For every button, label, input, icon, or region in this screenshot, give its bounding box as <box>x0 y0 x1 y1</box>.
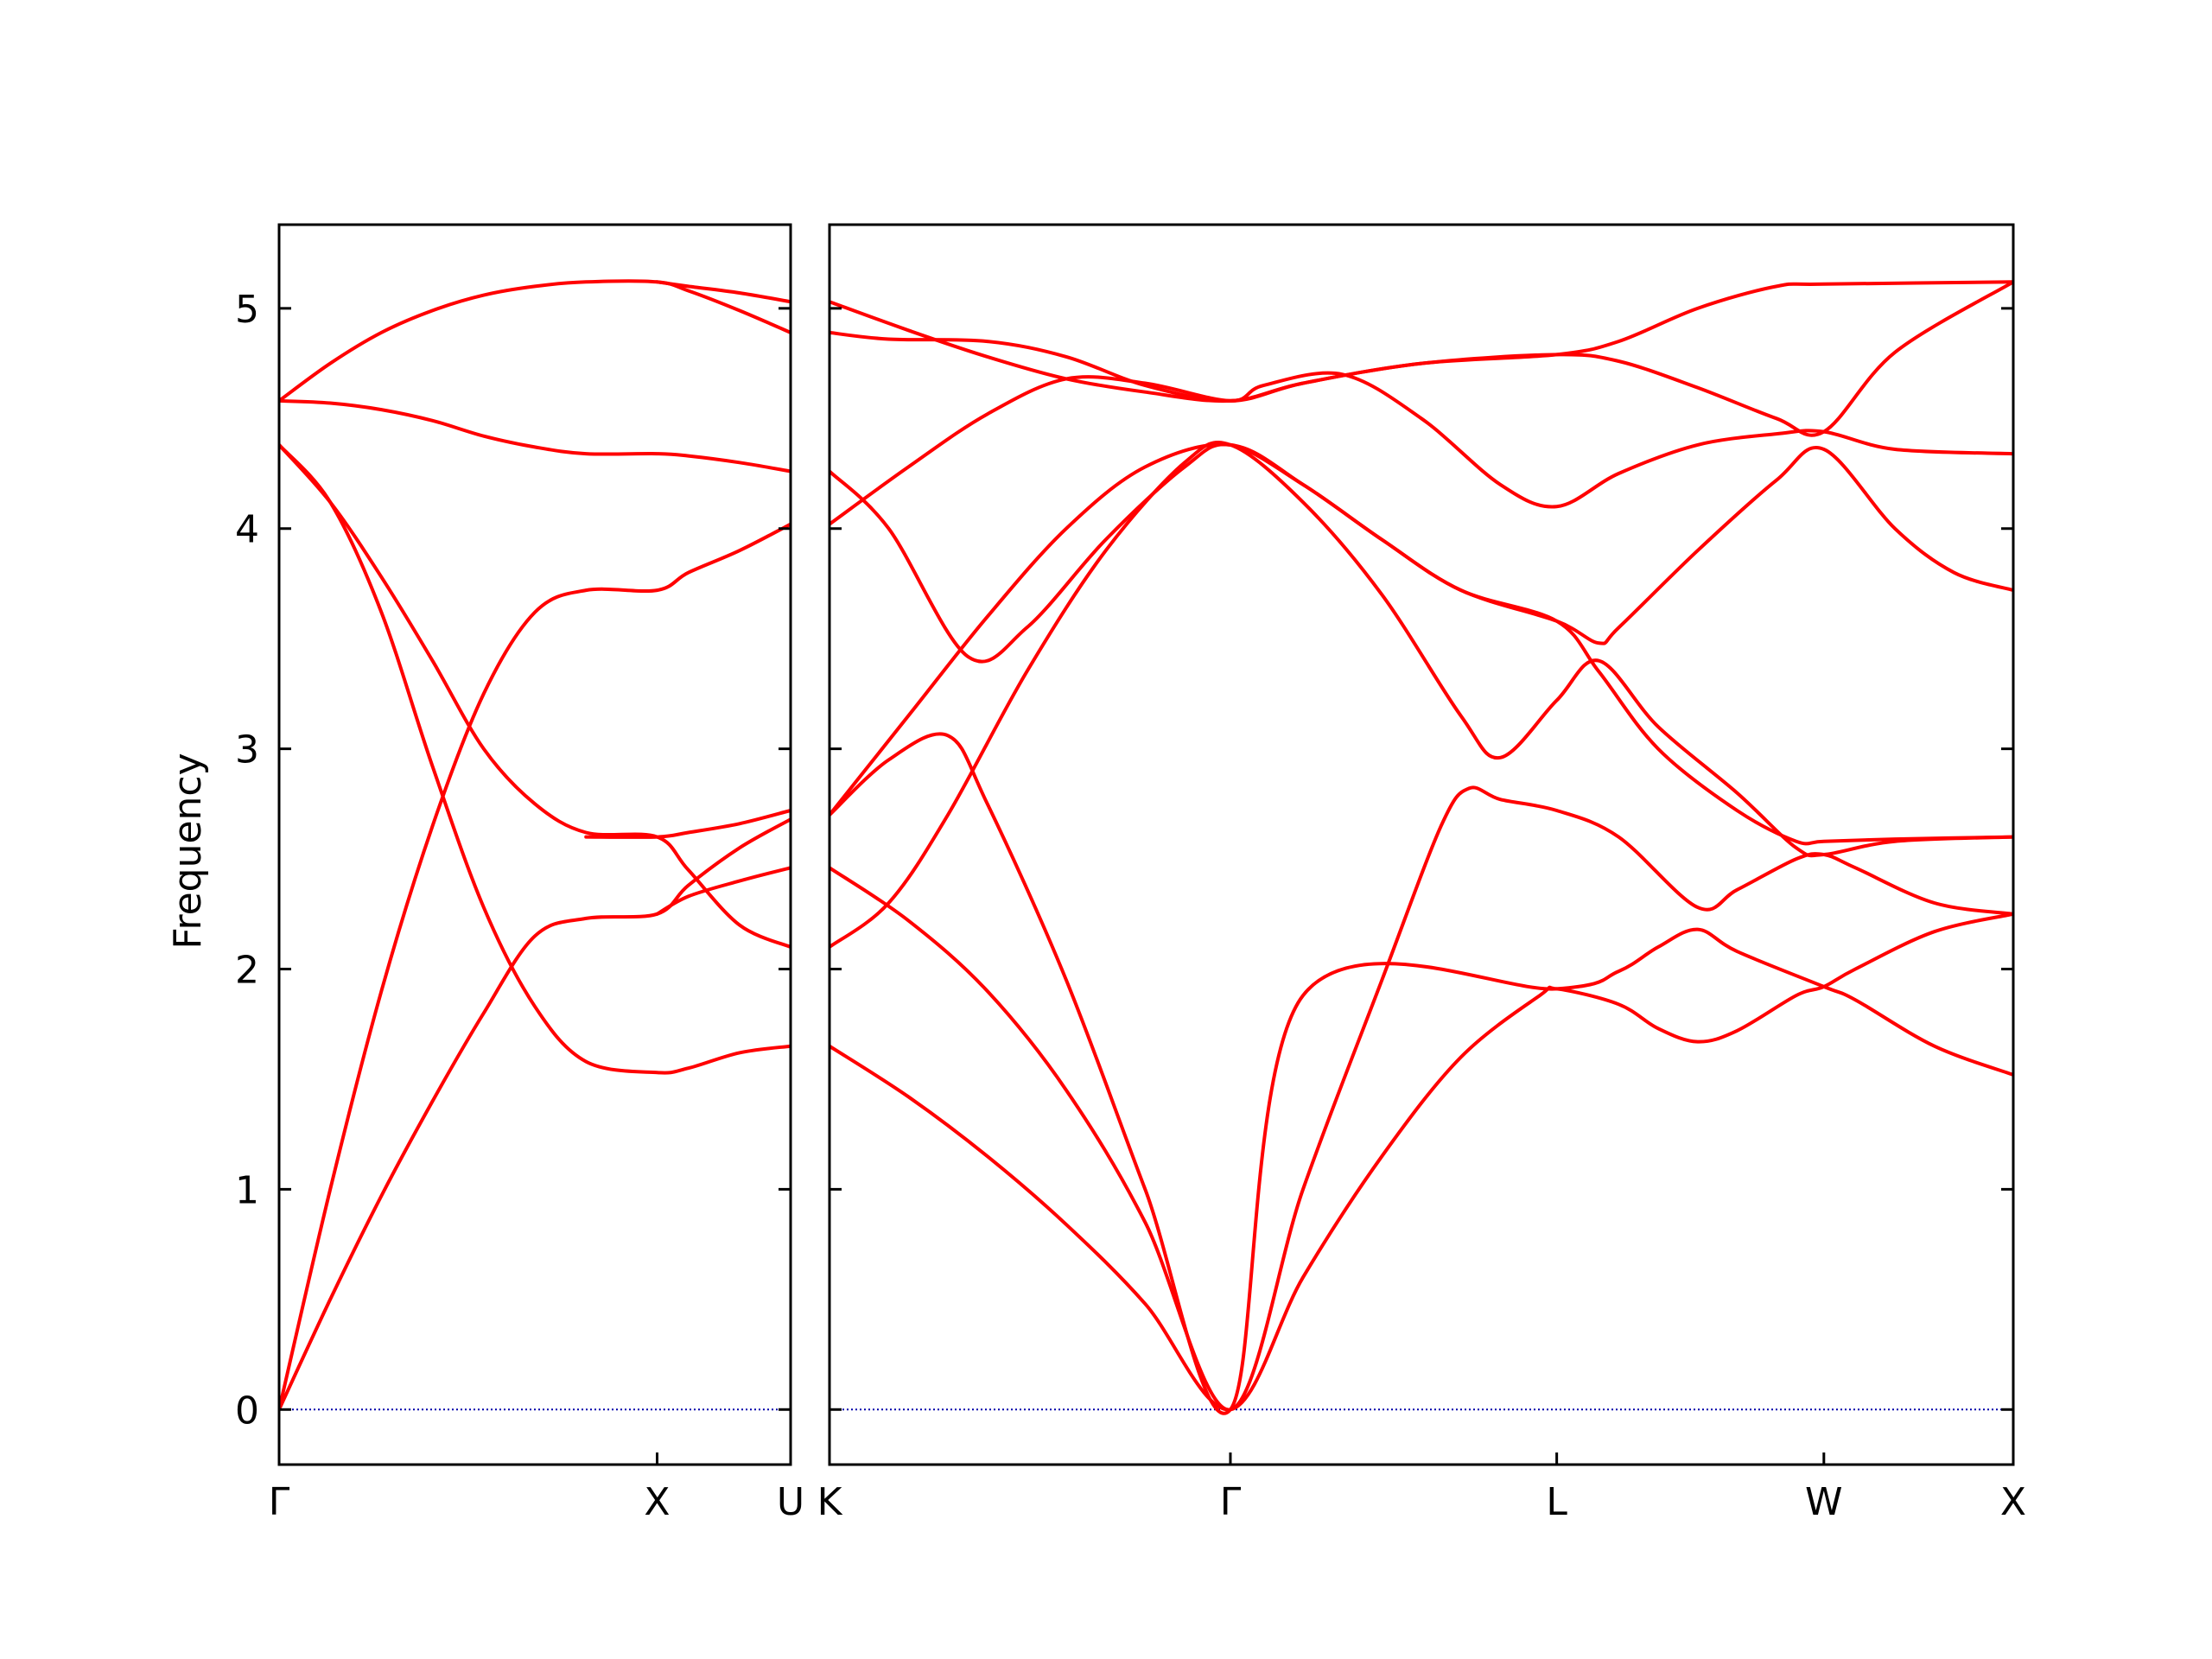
x-tick-label: X <box>2000 1480 2026 1524</box>
band-line-2 <box>830 785 2013 1412</box>
x-tick-label: K <box>817 1480 843 1524</box>
x-tick-label: X <box>644 1480 670 1524</box>
band-line-6 <box>279 279 791 403</box>
x-tick-label: W <box>1805 1480 1843 1524</box>
band-line-4 <box>279 442 791 949</box>
y-tick-label: 5 <box>235 288 259 332</box>
band-line-1 <box>830 912 2013 1412</box>
band-line-9 <box>830 280 2013 404</box>
band-line-5 <box>279 398 791 474</box>
band-line-7 <box>584 809 791 839</box>
y-tick-label: 4 <box>235 508 259 552</box>
band-line-5 <box>830 442 2013 817</box>
bands <box>830 280 2013 1415</box>
y-axis-label: Frequency <box>166 753 210 949</box>
x-tick-label: Γ <box>269 1480 290 1524</box>
band-line-8 <box>655 866 791 916</box>
y-tick-label: 1 <box>235 1168 259 1212</box>
y-axis: 0 1 2 3 4 5 <box>235 288 259 1433</box>
band-line-4 <box>830 441 2013 949</box>
axes-frame <box>828 223 2015 1466</box>
axes-frame <box>277 223 792 1466</box>
band-line-3 <box>279 442 791 1075</box>
band-line-6 <box>830 442 2013 846</box>
band-line-1 <box>279 817 791 1412</box>
bands <box>279 279 791 1412</box>
band-line-2 <box>279 522 791 1412</box>
band-line-7 <box>830 371 2013 526</box>
x-tick-label: L <box>1546 1480 1567 1524</box>
band-line-9 <box>655 280 791 304</box>
x-tick-label: U <box>777 1480 804 1524</box>
y-tick-label: 2 <box>235 949 259 993</box>
x-tick-label: Γ <box>1220 1480 1242 1524</box>
y-tick-label: 0 <box>235 1389 259 1433</box>
y-tick-label: 3 <box>235 728 259 772</box>
band-line-8 <box>830 280 2013 437</box>
band-line-3 <box>830 732 2013 1415</box>
